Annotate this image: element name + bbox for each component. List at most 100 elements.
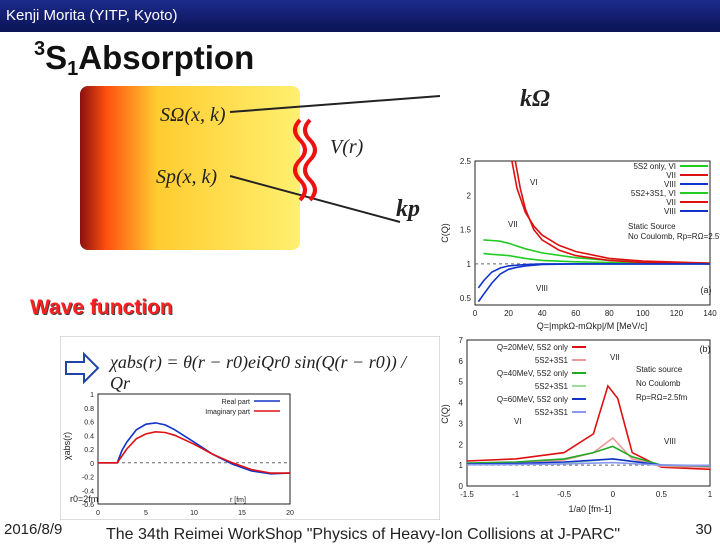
title-subscript: 1 [67,58,79,80]
y-axis-label: χabs(r) [62,432,72,460]
panel-label: (a) [701,285,712,295]
label-s-p: Sp(x, k) [156,166,218,188]
x-tick-label: 140 [703,309,717,318]
y-tick-label: 1 [459,461,464,470]
annotation-label: VII [610,353,620,362]
annotation-label: r0=2fm [70,494,98,504]
series-line-4 [483,252,710,265]
legend-label: Real part [222,399,250,406]
arrow-icon [65,351,100,385]
y-axis-label: C(Q) [440,223,450,243]
wave-function-formula: χabs(r) = θ(r − r0)eiQr0 sin(Q(r − r0)) … [110,352,407,393]
header-bar: Kenji Morita (YITP, Kyoto) [0,0,720,32]
x-tick-label: 0 [473,309,478,318]
title-superscript: 3 [34,38,46,60]
legend-label: 5S2 only, VI [633,162,676,171]
x-tick-label: 100 [636,309,650,318]
annotation-label: Static source [636,365,683,374]
chart-panel-a: 0 20 40 60 80 100 120 140 0.5 1 1.5 2 2.5 Q=|mpkΩ-mΩk… [440,157,720,331]
arrow-kp [229,175,401,223]
x-tick-label: 0.5 [656,490,668,499]
annotation-label: No Coulomb, Rp=RΩ=2.5fm [628,232,720,241]
title-letter: S [45,39,68,76]
series-line-6 [467,461,710,467]
x-tick-label: -1 [512,490,520,499]
legend-label: Imaginary part [205,409,250,416]
chart-wave-function: 0 5 10 15 20 1 0.8 0.6 0.4 0.2 0 -0.2 -0.4 -0.6 χabs(r… [62,392,294,516]
y-axis-label: C(Q) [440,404,450,424]
annotation-label: VI [514,417,522,426]
series-line-5 [514,161,710,265]
x-tick-label: 80 [605,309,614,318]
footer-page-number: 30 [695,521,712,538]
legend-label: VII [666,171,676,180]
y-tick-label: 1 [90,392,94,399]
series-line-1 [98,422,290,475]
x-tick-label: 40 [538,309,547,318]
legend-label: Q=20MeV, 5S2 only [497,343,568,352]
legend-label: 5S2+3S1 [535,408,569,417]
y-tick-label: 0.6 [84,420,94,427]
x-tick-label: 120 [670,309,684,318]
arrow-k-omega [229,95,441,113]
legend-label: Q=40MeV, 5S2 only [497,369,568,378]
x-tick-label: 20 [504,309,513,318]
footer-date: 2016/8/9 [4,521,63,538]
x-axis-label: Q=|mpkΩ-mΩkp|/M [MeV/c] [537,321,647,331]
label-k-omega: kΩ [520,86,550,112]
legend-label: 5S2+3S1 [535,382,569,391]
x-tick-label: 5 [144,510,148,516]
y-tick-label: 2 [459,440,464,449]
y-tick-label: -0.4 [82,488,94,495]
y-tick-label: 3 [459,419,464,428]
y-tick-label: 1.5 [460,226,472,235]
x-tick-label: 1 [708,490,713,499]
y-tick-label: 0.8 [84,406,94,413]
label-kp: kp [396,196,420,222]
legend-label: VIII [664,207,676,216]
y-tick-label: 0 [459,482,464,491]
annotation-label: VIII [536,284,548,293]
y-tick-label: -0.6 [82,502,94,509]
y-tick-label: 4 [459,399,464,408]
author-header: Kenji Morita (YITP, Kyoto) [6,7,178,24]
title-rest: Absorption [78,39,255,76]
x-tick-label: 20 [286,510,294,516]
legend-label: VII [666,198,676,207]
wave-function-label: Wave function [30,296,173,319]
potential-coil [293,118,307,202]
annotation-label: VIII [664,437,676,446]
legend-label: 5S2+3S1 [535,356,569,365]
y-tick-label: 7 [459,336,464,345]
x-tick-label: 60 [571,309,580,318]
x-tick-label: -1.5 [460,490,474,499]
plot-frame [97,393,291,505]
slide-title: 3S1Absorption [34,38,254,81]
x-tick-label: 0 [611,490,616,499]
series-line-2 [511,161,710,264]
series-line-6 [477,263,710,289]
legend-label: 5S2+3S1, VI [631,189,676,198]
x-tick-label: 10 [190,510,198,516]
y-tick-label: 0.4 [84,433,94,440]
panel-label: (b) [700,344,711,354]
y-tick-label: 1 [467,260,472,269]
series-line-2 [98,430,290,474]
y-tick-label: 0.2 [84,447,94,454]
footer-event: The 34th Reimei WorkShop "Physics of Hea… [106,526,621,543]
y-tick-label: 0 [90,461,94,468]
annotation-label: No Coulomb [636,379,681,388]
y-tick-label: 0.5 [460,294,472,303]
label-s-omega: SΩ(x, k) [160,104,226,126]
x-tick-label: 15 [238,510,246,516]
plot-frame [474,160,711,306]
x-axis-label: r [fm] [230,497,246,504]
y-tick-label: -0.2 [82,475,94,482]
x-tick-label: -0.5 [557,490,571,499]
annotation-label: VII [508,220,518,229]
annotation-label: Rp=RΩ=2.5fm [636,393,688,402]
y-tick-label: 5 [459,378,464,387]
label-v: V(r) [330,136,364,158]
x-tick-label: 0 [96,510,100,516]
legend-label: Q=60MeV, 5S2 only [497,395,568,404]
